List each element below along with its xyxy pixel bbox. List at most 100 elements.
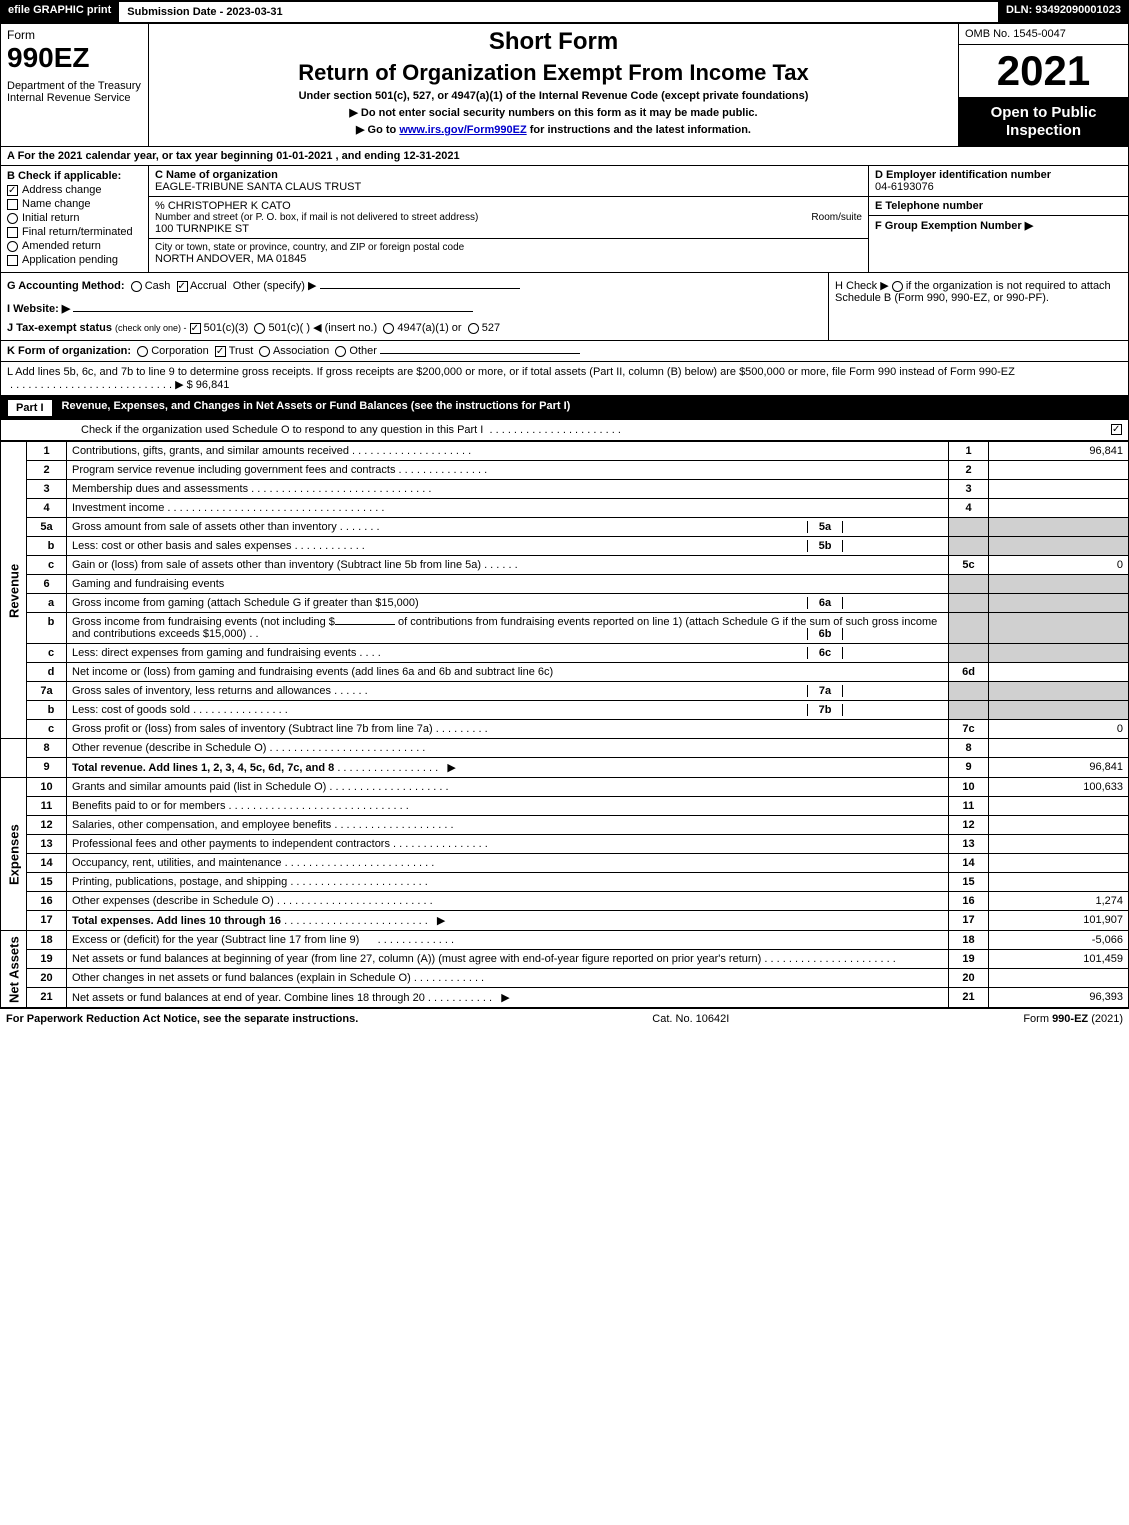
table-row: 8 Other revenue (describe in Schedule O)…: [1, 739, 1129, 758]
public-inspection-badge: Open to Public Inspection: [959, 98, 1128, 146]
radio-4947[interactable]: [383, 323, 394, 334]
checkbox-trust[interactable]: [215, 346, 226, 357]
radio-association[interactable]: [259, 346, 270, 357]
line-desc: Contributions, gifts, grants, and simila…: [67, 442, 949, 461]
revenue-expenses-table: Revenue 1 Contributions, gifts, grants, …: [0, 441, 1129, 1008]
line-no: 20: [27, 969, 67, 988]
checkbox-icon[interactable]: [7, 199, 18, 210]
line-l-text: L Add lines 5b, 6c, and 7b to line 9 to …: [7, 366, 1015, 378]
checkbox-icon[interactable]: [7, 185, 18, 196]
line-desc: Net assets or fund balances at beginning…: [67, 950, 949, 969]
inline-val: [843, 540, 943, 552]
radio-schedule-b[interactable]: [892, 281, 903, 292]
inline-num: 7b: [807, 704, 843, 716]
other-label: Other (specify) ▶: [233, 280, 317, 292]
line-no: 15: [27, 873, 67, 892]
grey-cell: [949, 537, 989, 556]
contrib-amount-input[interactable]: [335, 624, 395, 625]
checkbox-icon[interactable]: [7, 255, 18, 266]
street-address: 100 TURNPIKE ST: [155, 223, 862, 235]
radio-corporation[interactable]: [137, 346, 148, 357]
accrual-label: Accrual: [190, 280, 227, 292]
line-num: 10: [949, 778, 989, 797]
line-desc: Benefits paid to or for members . . . . …: [67, 797, 949, 816]
check-address-change[interactable]: Address change: [7, 184, 142, 196]
line-no: 9: [27, 758, 67, 778]
line-no: 5a: [27, 518, 67, 537]
table-row: 20 Other changes in net assets or fund b…: [1, 969, 1129, 988]
checkbox-501c3[interactable]: [190, 323, 201, 334]
line-g: G Accounting Method: Cash Accrual Other …: [1, 273, 828, 340]
irs-link[interactable]: www.irs.gov/Form990EZ: [399, 124, 526, 136]
line-desc: Professional fees and other payments to …: [67, 835, 949, 854]
top-bar: efile GRAPHIC print Submission Date - 20…: [0, 0, 1129, 24]
line-no: 11: [27, 797, 67, 816]
other-input[interactable]: [320, 288, 520, 289]
checkbox-schedule-o[interactable]: [1111, 424, 1122, 435]
line-val: 0: [989, 720, 1129, 739]
radio-other[interactable]: [335, 346, 346, 357]
line-num: 17: [949, 911, 989, 931]
tax-exempt-label: J Tax-exempt status: [7, 322, 112, 334]
line-no: b: [27, 537, 67, 556]
line-val: [989, 480, 1129, 499]
line-num: 13: [949, 835, 989, 854]
part-1-label: Part I: [8, 400, 52, 416]
check-label: Amended return: [22, 240, 101, 252]
line-desc: Grants and similar amounts paid (list in…: [67, 778, 949, 797]
table-row: 9 Total revenue. Add lines 1, 2, 3, 4, 5…: [1, 758, 1129, 778]
radio-527[interactable]: [468, 323, 479, 334]
grey-cell: [989, 682, 1129, 701]
grey-cell: [949, 594, 989, 613]
table-row: 2 Program service revenue including gove…: [1, 461, 1129, 480]
efile-label[interactable]: efile GRAPHIC print: [0, 0, 119, 24]
warn2-suffix: for instructions and the latest informat…: [527, 124, 751, 136]
line-no: c: [27, 644, 67, 663]
group-exemption-label: F Group Exemption Number ▶: [875, 219, 1122, 232]
dln-label: DLN: 93492090001023: [998, 0, 1129, 24]
room-label: Room/suite: [811, 212, 862, 223]
line-no: 4: [27, 499, 67, 518]
line-desc: Excess or (deficit) for the year (Subtra…: [67, 931, 949, 950]
table-row: 16 Other expenses (describe in Schedule …: [1, 892, 1129, 911]
opt-501c3: 501(c)(3): [204, 322, 249, 334]
radio-icon[interactable]: [7, 241, 18, 252]
other-org-input[interactable]: [380, 353, 580, 354]
table-row: b Less: cost of goods sold . . . . . . .…: [1, 701, 1129, 720]
return-title: Return of Organization Exempt From Incom…: [155, 60, 952, 86]
subtitle: Under section 501(c), 527, or 4947(a)(1)…: [155, 90, 952, 102]
checkbox-accrual[interactable]: [177, 281, 188, 292]
table-row: a Gross income from gaming (attach Sched…: [1, 594, 1129, 613]
check-amended-return[interactable]: Amended return: [7, 240, 142, 252]
line-no: 19: [27, 950, 67, 969]
header-center: Short Form Return of Organization Exempt…: [149, 24, 958, 146]
org-name-label: C Name of organization: [155, 169, 862, 181]
section-c: C Name of organization EAGLE-TRIBUNE SAN…: [149, 166, 868, 272]
line-num: 5c: [949, 556, 989, 575]
grey-cell: [989, 575, 1129, 594]
line-num: 16: [949, 892, 989, 911]
inline-val: [843, 704, 943, 716]
grey-cell: [989, 518, 1129, 537]
check-application-pending[interactable]: Application pending: [7, 254, 142, 266]
check-name-change[interactable]: Name change: [7, 198, 142, 210]
website-input[interactable]: [73, 311, 473, 312]
check-initial-return[interactable]: Initial return: [7, 212, 142, 224]
radio-501c[interactable]: [254, 323, 265, 334]
line-desc: Less: cost of goods sold . . . . . . . .…: [67, 701, 949, 720]
grey-cell: [989, 644, 1129, 663]
check-final-return[interactable]: Final return/terminated: [7, 226, 142, 238]
inline-num: 5a: [807, 521, 843, 533]
table-row: 19 Net assets or fund balances at beginn…: [1, 950, 1129, 969]
radio-cash[interactable]: [131, 281, 142, 292]
warning-ssn: ▶ Do not enter social security numbers o…: [155, 106, 952, 119]
radio-icon[interactable]: [7, 213, 18, 224]
table-row: c Less: direct expenses from gaming and …: [1, 644, 1129, 663]
line-desc: Gaming and fundraising events: [67, 575, 949, 594]
line-num: 6d: [949, 663, 989, 682]
line-val: 96,841: [989, 758, 1129, 778]
checkbox-icon[interactable]: [7, 227, 18, 238]
section-d: D Employer identification number 04-6193…: [869, 166, 1128, 197]
line-val: 101,459: [989, 950, 1129, 969]
line-desc: Net assets or fund balances at end of ye…: [67, 988, 949, 1008]
